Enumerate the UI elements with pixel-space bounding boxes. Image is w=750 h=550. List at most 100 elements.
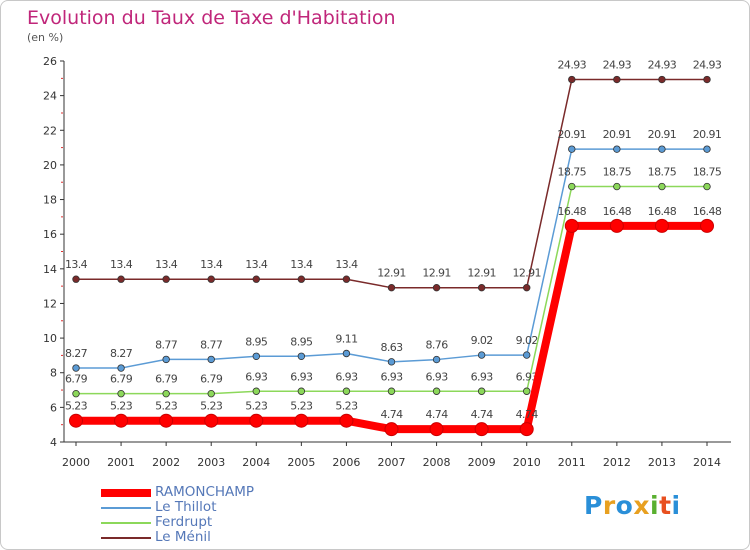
data-point	[568, 182, 576, 191]
data-point	[294, 413, 309, 428]
data-point	[72, 364, 80, 372]
y-tick-label: 4	[50, 436, 57, 449]
data-point	[613, 182, 621, 191]
data-point	[162, 355, 170, 364]
data-point	[384, 422, 399, 437]
proxiti-logo: Proxiti	[584, 491, 681, 520]
data-label: 12.91	[467, 267, 496, 280]
data-label: 8.77	[200, 338, 223, 351]
data-label: 8.27	[65, 347, 88, 360]
data-label: 18.75	[558, 166, 587, 179]
data-label: 20.91	[693, 128, 722, 141]
legend-item: Le Ménil	[101, 529, 301, 545]
x-tick-label: 2010	[513, 456, 541, 469]
data-point	[432, 355, 441, 364]
y-tick-label: 12	[43, 297, 57, 310]
data-point	[342, 275, 351, 283]
data-label: 9.02	[516, 334, 538, 347]
data-label: 8.76	[426, 339, 449, 352]
y-tick-label: 14	[43, 263, 57, 276]
data-point	[703, 145, 711, 153]
x-tick-label: 2012	[603, 456, 631, 469]
data-point	[477, 387, 486, 395]
data-label: 24.93	[693, 59, 722, 72]
data-label: 4.74	[380, 408, 403, 421]
data-label: 18.75	[648, 166, 677, 179]
data-point	[342, 387, 351, 395]
x-tick-label: 2005	[287, 456, 315, 469]
data-point	[207, 389, 215, 398]
data-point	[703, 182, 711, 191]
data-point	[700, 218, 714, 233]
data-point	[613, 145, 621, 153]
data-label: 4.74	[516, 408, 539, 421]
legend-swatch-ramonchamp	[101, 489, 151, 497]
data-label: 13.4	[110, 258, 133, 271]
data-label: 12.91	[512, 267, 541, 280]
data-label: 6.79	[110, 373, 133, 386]
data-label: 13.4	[200, 258, 223, 271]
y-tick-label: 10	[43, 332, 57, 345]
legend-swatch-ferdrupt	[101, 522, 151, 524]
data-point	[252, 352, 260, 360]
data-point	[523, 283, 531, 292]
x-tick-label: 2011	[558, 456, 586, 469]
series-line	[76, 221, 707, 434]
data-point	[252, 275, 260, 283]
data-label: 24.93	[648, 59, 677, 72]
data-label: 8.27	[110, 347, 133, 360]
data-label: 18.75	[693, 166, 722, 179]
data-point	[69, 413, 83, 428]
data-point	[162, 275, 170, 283]
data-label: 4.74	[471, 408, 494, 421]
data-point	[342, 349, 351, 358]
x-tick-label: 2013	[648, 456, 676, 469]
data-label: 8.95	[290, 335, 313, 348]
data-label: 6.93	[290, 370, 313, 383]
chart-title: Evolution du Taux de Taxe d'Habitation	[27, 7, 396, 29]
data-label: 20.91	[648, 128, 677, 141]
data-point	[564, 218, 579, 233]
data-label: 6.93	[245, 370, 268, 383]
data-point	[654, 218, 669, 233]
data-label: 9.02	[471, 334, 493, 347]
data-point	[477, 283, 486, 292]
data-point	[658, 182, 666, 191]
y-tick-label: 18	[43, 194, 57, 207]
y-tick-label: 20	[43, 159, 57, 172]
data-label: 6.93	[335, 370, 358, 383]
data-label: 5.23	[200, 400, 223, 413]
data-label: 6.93	[516, 370, 539, 383]
y-tick-label: 6	[50, 401, 57, 414]
data-label: 13.4	[245, 258, 268, 271]
data-label: 6.93	[471, 370, 494, 383]
y-tick-label: 24	[43, 90, 57, 103]
data-label: 6.79	[200, 373, 223, 386]
data-label: 8.63	[380, 341, 403, 354]
data-label: 6.93	[426, 370, 449, 383]
data-point	[72, 275, 80, 283]
data-point	[207, 355, 215, 364]
data-point	[658, 75, 666, 84]
data-point	[523, 351, 531, 359]
data-label: 6.79	[65, 373, 88, 386]
legend: RAMONCHAMP Le Thillot Ferdrupt Le Ménil	[101, 484, 301, 545]
data-point	[117, 275, 125, 283]
x-tick-label: 2007	[378, 456, 406, 469]
y-tick-label: 16	[43, 228, 57, 241]
data-label: 20.91	[558, 128, 587, 141]
data-label: 16.48	[558, 205, 587, 218]
data-point	[387, 387, 396, 395]
data-label: 5.23	[335, 400, 358, 413]
data-label: 12.91	[377, 267, 406, 280]
data-point	[568, 75, 576, 84]
legend-item: Ferdrupt	[101, 514, 301, 530]
series-line	[76, 78, 707, 289]
data-point	[249, 413, 264, 428]
data-label: 5.23	[110, 400, 133, 413]
y-tick-label: 8	[50, 367, 57, 380]
legend-swatch-le-thillot	[101, 507, 151, 509]
data-label: 24.93	[603, 59, 632, 72]
